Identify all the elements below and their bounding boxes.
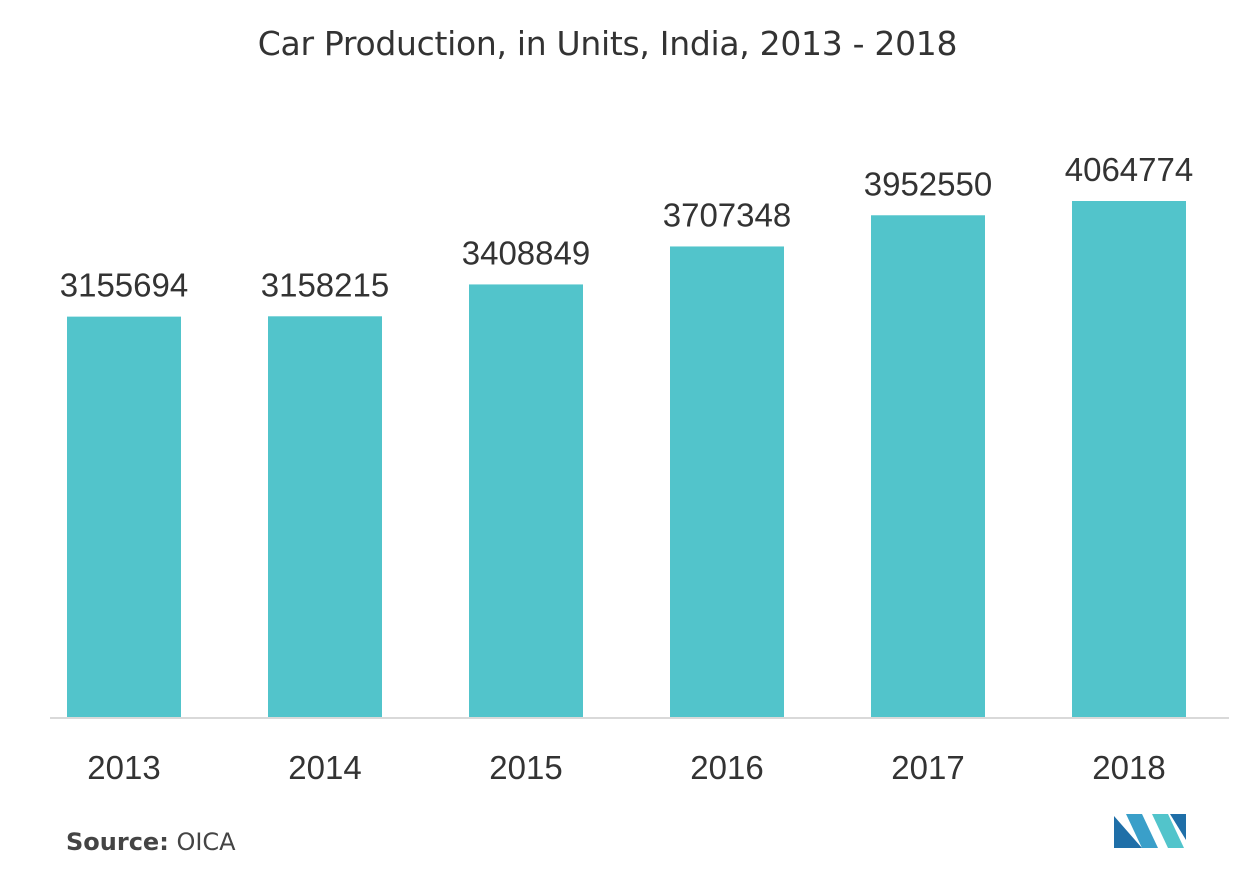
- bar-2017: [871, 215, 985, 718]
- x-tick-label-2015: 2015: [489, 749, 562, 786]
- source-key: Source:: [66, 828, 169, 856]
- logo-right-stroke: [1152, 814, 1184, 848]
- x-tick-label-2013: 2013: [87, 749, 160, 786]
- bar-2014: [268, 316, 382, 718]
- bar-2015: [469, 284, 583, 718]
- logo-right-accent: [1170, 814, 1186, 840]
- x-tick-label-2014: 2014: [288, 749, 361, 786]
- source-value: OICA: [176, 828, 236, 856]
- data-label-2013: 3155694: [60, 267, 188, 304]
- data-label-2016: 3707348: [663, 196, 791, 233]
- x-tick-label-2017: 2017: [891, 749, 964, 786]
- logo-middle-stroke: [1126, 814, 1158, 848]
- x-tick-label-2018: 2018: [1092, 749, 1165, 786]
- logo-left-stroke: [1114, 816, 1142, 848]
- chart-title: Car Production, in Units, India, 2013 - …: [257, 24, 958, 63]
- data-label-2017: 3952550: [864, 165, 992, 202]
- bars-layer: [67, 201, 1186, 719]
- bar-2018: [1072, 201, 1186, 718]
- bar-2013: [67, 316, 181, 718]
- data-labels-layer: 3155694 3158215 3408849 3707348 3952550 40647…: [60, 151, 1193, 304]
- mordor-intelligence-logo-icon: [1114, 814, 1186, 848]
- x-tick-label-2016: 2016: [690, 749, 763, 786]
- x-tick-labels-layer: 2013 2014 2015 2016 2017 2018: [87, 749, 1165, 786]
- data-label-2015: 3408849: [462, 234, 590, 271]
- source-note: Source: OICA: [66, 828, 236, 856]
- data-label-2018: 4064774: [1065, 151, 1193, 188]
- data-label-2014: 3158215: [261, 266, 389, 303]
- bar-2016: [670, 246, 784, 719]
